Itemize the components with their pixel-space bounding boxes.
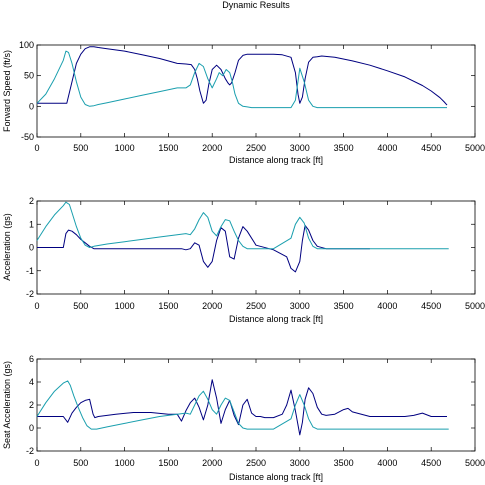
x-tick-label: 1000 — [115, 301, 135, 311]
x-axis-label: Distance along track [ft] — [229, 472, 323, 482]
x-tick-label: 1500 — [158, 143, 178, 153]
series-line-cyan — [36, 50, 447, 109]
x-tick-label: 3000 — [290, 143, 310, 153]
x-tick-label: 4000 — [377, 143, 397, 153]
series-line-cyan — [36, 380, 449, 430]
series-line-cyan — [36, 201, 449, 250]
chart-panel-2: 0 500 1000 1500 2000 2500 3000 3500 4000 4500 5000… — [2, 196, 485, 324]
series-line-dark — [37, 379, 447, 436]
y-tick-label: -50 — [21, 132, 34, 142]
series-line-dark — [37, 224, 370, 273]
y-tick-label: 6 — [29, 354, 34, 364]
x-tick-label: 1000 — [115, 458, 135, 468]
x-axis-label: Distance along track [ft] — [229, 155, 323, 165]
y-tick-label: 50 — [24, 71, 34, 81]
x-tick-label: 4000 — [377, 458, 397, 468]
x-tick-label: 3500 — [334, 301, 354, 311]
series-line-dark — [37, 46, 448, 106]
x-tick-label: 5000 — [465, 143, 485, 153]
x-tick-label: 3000 — [290, 301, 310, 311]
x-tick-label: 4500 — [421, 458, 441, 468]
x-tick-label: 5000 — [465, 301, 485, 311]
y-axis-label: Seat Acceleration (gs) — [2, 361, 12, 449]
x-tick-label: 500 — [73, 143, 88, 153]
y-tick-label: 2 — [29, 196, 34, 206]
y-tick-label: 100 — [19, 40, 34, 50]
x-tick-label: 0 — [34, 143, 39, 153]
x-axis-label: Distance along track [ft] — [229, 314, 323, 324]
x-tick-label: 3000 — [290, 458, 310, 468]
chart-panel-3: 0 500 1000 1500 2000 2500 3000 3500 4000 4500 5000… — [2, 354, 485, 482]
x-tick-label: 3500 — [334, 143, 354, 153]
y-tick-label: 1 — [29, 219, 34, 229]
x-tick-label: 4500 — [421, 301, 441, 311]
y-tick-label: 0 — [29, 243, 34, 253]
x-tick-label: 2000 — [202, 458, 222, 468]
x-tick-label: 500 — [73, 301, 88, 311]
axes-frame — [36, 200, 476, 295]
x-tick-label: 4500 — [421, 143, 441, 153]
x-tick-label: 0 — [34, 458, 39, 468]
x-tick-label: 3500 — [334, 458, 354, 468]
chart-panel-1: 0 500 1000 1500 2000 2500 3000 3500 4000 4500 5000… — [2, 40, 485, 165]
axes-frame — [36, 358, 476, 452]
x-tick-label: 2000 — [202, 143, 222, 153]
x-tick-label: 1500 — [158, 458, 178, 468]
y-tick-label: -1 — [26, 266, 34, 276]
x-tick-label: 2500 — [246, 143, 266, 153]
y-axis-label: Acceleration (gs) — [2, 213, 12, 281]
x-tick-label: 0 — [34, 301, 39, 311]
x-tick-label: 4000 — [377, 301, 397, 311]
x-tick-label: 2000 — [202, 301, 222, 311]
y-tick-label: 0 — [29, 101, 34, 111]
x-tick-label: 2500 — [246, 301, 266, 311]
y-tick-label: -2 — [26, 446, 34, 456]
x-tick-label: 2500 — [246, 458, 266, 468]
x-tick-label: 1000 — [115, 143, 135, 153]
figure-title: Dynamic Results — [222, 0, 290, 10]
y-tick-label: 2 — [29, 400, 34, 410]
axes-frame — [36, 44, 476, 138]
x-tick-label: 5000 — [465, 458, 485, 468]
y-tick-label: -2 — [26, 289, 34, 299]
x-tick-label: 500 — [73, 458, 88, 468]
y-tick-label: 4 — [29, 377, 34, 387]
y-axis-label: Forward Speed (ft/s) — [2, 50, 12, 132]
x-tick-label: 1500 — [158, 301, 178, 311]
y-tick-label: 0 — [29, 423, 34, 433]
